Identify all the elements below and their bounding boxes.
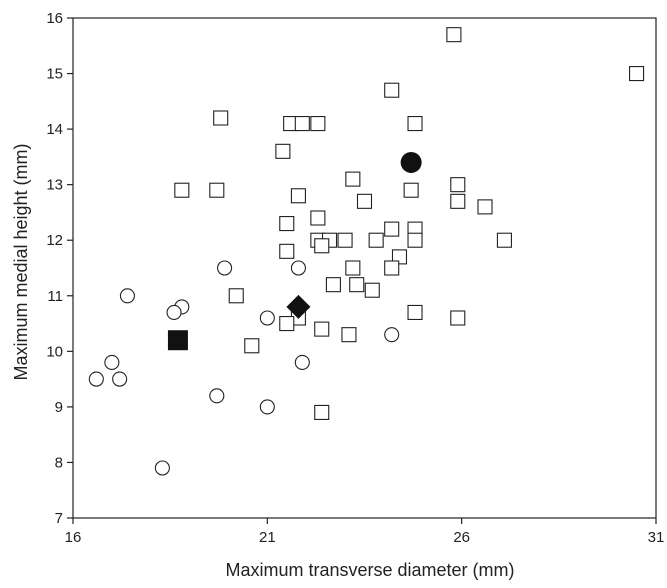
data-point-open-square (314, 238, 330, 254)
y-tick-label: 9 (55, 399, 63, 416)
y-tick-label: 16 (46, 10, 63, 27)
data-point-open-circle (259, 310, 275, 326)
data-point-open-square (384, 82, 400, 98)
y-tick-label: 11 (47, 288, 63, 305)
data-point-open-circle (294, 354, 310, 370)
data-point-open-circle (112, 371, 128, 387)
data-point-open-circle (384, 327, 400, 343)
data-point-open-square (629, 66, 645, 82)
data-point-open-square (356, 193, 373, 209)
data-point-open-square (279, 316, 295, 332)
y-tick-label: 7 (55, 510, 63, 527)
data-point-open-square (391, 249, 408, 265)
data-point-open-square (450, 177, 466, 193)
y-tick-label: 10 (46, 343, 63, 360)
data-point-filled-circle (400, 151, 422, 173)
data-point-open-square (310, 210, 326, 226)
data-point-filled-diamond (286, 294, 311, 319)
data-point-open-square (345, 260, 361, 276)
data-point-open-circle (217, 260, 233, 276)
data-point-open-square (337, 232, 353, 248)
data-point-open-square (407, 304, 423, 320)
data-point-open-square (477, 199, 493, 215)
data-point-open-circle (88, 371, 104, 387)
data-point-open-square (403, 182, 419, 198)
y-tick-label: 12 (46, 232, 63, 249)
data-point-open-square (244, 338, 260, 354)
y-axis-title: Maximum medial height (mm) (11, 143, 31, 380)
plot-frame (72, 17, 657, 519)
data-point-open-square (279, 216, 295, 232)
data-point-open-square (310, 116, 326, 132)
data-point-open-circle (104, 354, 120, 370)
x-tick-label: 21 (259, 529, 276, 546)
data-point-open-square (368, 232, 384, 248)
data-point-open-square (275, 143, 291, 159)
data-point-open-square (446, 27, 462, 43)
y-tick-label: 15 (46, 66, 63, 83)
data-point-open-square (384, 221, 400, 237)
data-point-open-square (279, 243, 295, 259)
data-point-open-circle (259, 399, 275, 415)
data-point-open-circle (166, 304, 182, 320)
data-point-open-square (290, 188, 306, 204)
y-tick-label: 14 (46, 121, 63, 138)
data-point-open-square (209, 182, 225, 198)
x-tick-label: 26 (453, 529, 470, 546)
x-tick-label: 16 (65, 529, 82, 546)
data-point-open-square (450, 193, 466, 209)
data-point-open-square (228, 288, 244, 304)
data-point-open-square (174, 182, 190, 198)
data-point-open-square (294, 116, 310, 132)
data-point-open-square (407, 116, 423, 132)
y-tick-label: 8 (55, 454, 63, 471)
data-point-open-square (325, 277, 341, 293)
data-point-filled-square (167, 330, 188, 351)
data-point-open-square (364, 282, 380, 298)
data-point-open-square (314, 321, 330, 337)
data-point-open-square (407, 232, 423, 248)
x-tick-label: 31 (648, 529, 665, 546)
data-point-open-circle (154, 460, 170, 476)
data-point-open-square (341, 327, 357, 343)
data-point-open-square (345, 171, 361, 187)
y-tick-label: 13 (46, 177, 63, 194)
data-point-open-square (384, 260, 400, 276)
data-point-open-square (496, 232, 512, 248)
data-point-open-square (213, 110, 229, 126)
data-point-open-circle (119, 288, 135, 304)
data-point-open-square (349, 277, 365, 293)
data-point-open-circle (209, 388, 225, 404)
data-point-open-circle (290, 260, 306, 276)
data-point-open-square (314, 404, 330, 420)
data-point-open-square (450, 310, 466, 326)
x-axis-title: Maximum transverse diameter (mm) (225, 560, 514, 580)
